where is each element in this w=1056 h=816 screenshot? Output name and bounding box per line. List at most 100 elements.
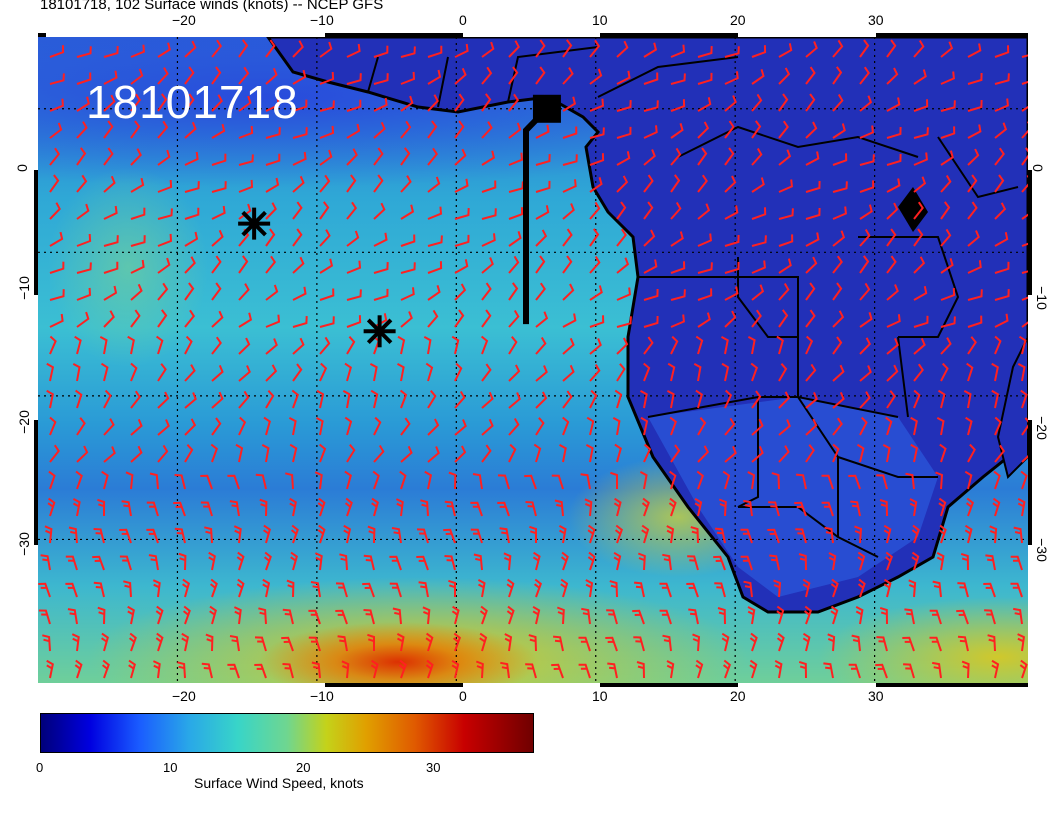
wind-barb: [984, 609, 996, 625]
wind-barb: [967, 289, 983, 301]
wind-barb: [427, 45, 443, 58]
wind-barb: [747, 336, 756, 355]
wind-barb: [416, 528, 429, 544]
wind-barb: [72, 363, 81, 382]
wind-barb: [49, 147, 61, 166]
wind-barb: [508, 66, 519, 85]
wind-barb: [994, 416, 1002, 436]
wind-barb: [1020, 470, 1028, 490]
wind-barb: [400, 445, 413, 463]
wind-barb: [854, 525, 863, 544]
wind-barb: [508, 152, 524, 166]
wind-barb: [76, 72, 92, 85]
wind-barb: [886, 338, 899, 355]
wind-barb: [128, 659, 136, 679]
wind-barb: [747, 606, 756, 625]
wind-barb: [157, 93, 168, 112]
wind-barb: [1021, 242, 1028, 247]
wind-barb: [205, 633, 214, 652]
wind-barb: [670, 335, 679, 355]
wind-map: 18101718: [38, 37, 1028, 683]
wind-barb: [935, 471, 944, 490]
wind-barb: [1021, 121, 1028, 139]
wind-barb: [724, 147, 735, 166]
wind-barb: [578, 663, 591, 679]
wind-barb: [713, 555, 726, 571]
wind-barb: [508, 336, 518, 355]
wind-barb: [993, 470, 1001, 490]
wind-barb: [400, 46, 416, 58]
wind-barb: [346, 123, 361, 139]
wind-barb: [535, 205, 550, 220]
wind-barb: [146, 528, 159, 544]
wind-barb: [399, 389, 408, 409]
wind-barb: [101, 632, 109, 652]
wind-barb: [1017, 498, 1026, 517]
lake: [898, 187, 928, 232]
wind-barb: [913, 228, 924, 247]
wind-barb: [859, 39, 870, 58]
wind-barb: [562, 179, 577, 193]
wind-barb: [76, 147, 87, 166]
wind-barb: [696, 470, 704, 490]
wind-barb: [965, 497, 974, 517]
wind-barb: [373, 416, 382, 436]
wind-barb: [859, 312, 873, 328]
wind-barb: [319, 258, 334, 274]
wind-barb: [778, 208, 794, 220]
wind-barb: [265, 177, 280, 193]
wind-barb: [670, 261, 686, 274]
wind-barb: [454, 67, 467, 85]
wind-barb: [292, 228, 303, 247]
wind-barb: [68, 526, 78, 544]
wind-barb: [778, 67, 791, 85]
wind-barb: [130, 309, 141, 328]
wind-barb: [308, 636, 321, 652]
wind-barb: [940, 150, 954, 166]
wind-barb: [201, 662, 213, 679]
wind-barb: [697, 72, 713, 85]
wind-barb: [886, 228, 897, 247]
wind-barb: [157, 391, 170, 409]
wind-barb: [1021, 270, 1028, 274]
wind-barb: [254, 636, 267, 652]
wind-barb: [832, 66, 843, 85]
wind-barb: [823, 662, 834, 679]
wind-barb: [454, 93, 465, 112]
wind-barb: [994, 147, 1005, 166]
wind-barb: [724, 205, 739, 220]
wind-barb: [832, 282, 843, 301]
wind-barb: [76, 311, 90, 328]
wind-barb: [562, 416, 570, 436]
wind-barb: [65, 582, 78, 598]
wind-barb: [319, 229, 331, 247]
wind-barb: [929, 609, 942, 625]
wind-barb: [310, 581, 321, 598]
wind-barb: [319, 316, 335, 328]
wind-barb: [535, 180, 551, 193]
wind-barb: [670, 289, 686, 301]
wind-barb: [184, 364, 196, 382]
wind-barb: [643, 149, 656, 166]
wind-barb: [38, 609, 51, 625]
wind-barb: [940, 288, 956, 301]
wind-barb: [670, 174, 681, 193]
wind-barb: [400, 175, 412, 193]
wind-barb: [341, 660, 350, 679]
wind-barb: [724, 71, 739, 85]
wind-barb: [640, 390, 648, 409]
wind-barb: [940, 337, 952, 355]
wind-barb: [614, 443, 622, 463]
wind-barb: [157, 120, 169, 139]
wind-barb: [643, 100, 659, 112]
wind-barb: [666, 525, 675, 544]
wind-barb: [715, 527, 726, 544]
wind-barb: [886, 39, 897, 58]
wind-barb: [42, 634, 51, 652]
wind-barb: [697, 288, 713, 301]
wind-barb: [643, 443, 652, 463]
wind-barb: [551, 474, 564, 490]
wind-barb: [1017, 633, 1025, 652]
wind-barb: [562, 154, 578, 166]
colorbar-label-0: 0: [36, 760, 44, 775]
